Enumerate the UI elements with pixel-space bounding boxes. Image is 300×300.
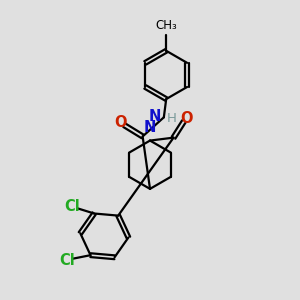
Text: N: N [144, 120, 156, 135]
Text: N: N [149, 109, 161, 124]
Text: Cl: Cl [60, 253, 75, 268]
Text: H: H [167, 112, 177, 125]
Text: CH₃: CH₃ [155, 19, 177, 32]
Text: O: O [115, 115, 127, 130]
Text: O: O [181, 111, 193, 126]
Text: Cl: Cl [64, 199, 80, 214]
